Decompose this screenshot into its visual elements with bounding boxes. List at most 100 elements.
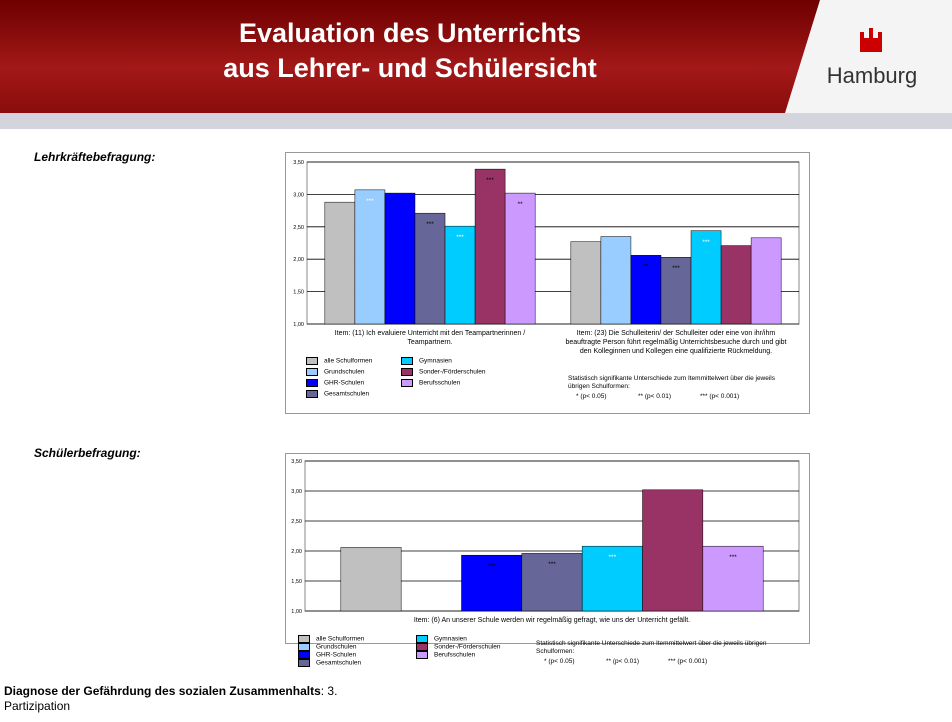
significance-key: ** (p< 0.01) — [638, 393, 672, 400]
legend-swatch — [306, 390, 318, 398]
significance-label: *** — [487, 563, 496, 571]
legend-swatch — [306, 368, 318, 376]
bar — [720, 245, 752, 325]
title-line: Evaluation des Unterrichts — [238, 18, 582, 48]
bar — [354, 189, 386, 325]
bar — [642, 489, 704, 612]
legend-label: Grundschulen — [324, 368, 365, 376]
chart: 1,00 1,50 2,00 2,50 3,00 3,50 *** *** *** *** Item… — [285, 453, 810, 667]
significance-label: *** — [366, 197, 374, 205]
significance-label: *** — [426, 221, 434, 229]
significance-key: *** (p< 0.001) — [668, 658, 708, 665]
significance-note: Statistisch signifikante Unterschiede zu… — [536, 640, 767, 655]
legend-label: Gymnasien — [419, 357, 452, 365]
x-category-label: Item: (6) An unserer Schule werden wir r… — [413, 617, 691, 624]
y-tick-label: 1,00 — [291, 609, 302, 615]
significance-key: ** (p< 0.01) — [606, 658, 640, 665]
significance-label: *** — [608, 554, 617, 562]
bar — [504, 192, 536, 325]
legend-swatch — [306, 357, 318, 365]
y-tick-label: 3,00 — [293, 192, 304, 198]
significance-key: * (p< 0.05) — [576, 393, 607, 400]
y-tick-label: 1,50 — [291, 579, 302, 585]
legend-item: Sonder-/Förderschulen — [401, 368, 485, 376]
bar — [570, 241, 602, 325]
legend-label: Sonder-/Förderschulen — [419, 368, 486, 376]
legend-label: alle Schulformen — [316, 635, 365, 643]
x-category-label: Item: (11) Ich evaluiere Unterricht mit … — [334, 330, 526, 346]
legend-label: Grundschulen — [316, 643, 357, 651]
significance-label: *** — [486, 177, 494, 185]
legend-swatch — [416, 651, 428, 659]
bar — [521, 553, 583, 612]
significance-key: *** (p< 0.001) — [700, 393, 740, 400]
header-strip — [0, 113, 952, 129]
legend-item: Gymnasien — [416, 635, 467, 643]
title-line: aus Lehrer- und Schülersicht — [223, 53, 597, 83]
legend-item: alle Schulformen — [298, 635, 364, 643]
y-tick-label: 3,50 — [293, 160, 304, 166]
y-tick-label: 1,00 — [293, 322, 304, 328]
legend-swatch — [298, 635, 310, 643]
significance-label: ** — [517, 201, 523, 209]
y-tick-label: 3,50 — [291, 459, 302, 465]
legend-item: Gesamtschulen — [306, 390, 369, 398]
legend-item: Berufsschulen — [401, 379, 460, 387]
legend-item: Berufsschulen — [416, 651, 475, 659]
logo-area: Hamburg — [785, 0, 952, 113]
significance-label: *** — [702, 238, 710, 246]
legend-swatch — [401, 379, 413, 387]
significance-label: *** — [729, 554, 737, 562]
legend-label: GHR-Schulen — [324, 379, 365, 387]
bar — [690, 230, 722, 325]
legend-label: Berufsschulen — [434, 651, 476, 659]
y-tick-label: 3,00 — [291, 489, 302, 495]
significance-label: *** — [548, 561, 556, 569]
bar — [414, 212, 446, 325]
legend-item: alle Schulformen — [306, 357, 372, 365]
y-tick-label: 2,00 — [293, 257, 304, 263]
legend-swatch — [298, 643, 310, 651]
bar — [630, 255, 662, 325]
logo-text: Hamburg — [827, 63, 917, 88]
legend-swatch — [401, 368, 413, 376]
legend-swatch — [298, 651, 310, 659]
legend-label: alle Schulformen — [324, 357, 373, 365]
significance-key: * (p< 0.05) — [544, 658, 575, 665]
logo-panel — [785, 0, 952, 113]
significance-label: *** — [672, 265, 680, 273]
legend-item: Grundschulen — [298, 643, 356, 651]
chart-svg: 1,00 1,50 2,00 2,50 3,00 3,50 — [293, 160, 800, 328]
y-tick-label: 2,00 — [291, 549, 302, 555]
bar — [702, 545, 764, 612]
legend-label: GHR-Schulen — [316, 651, 357, 659]
bar — [340, 547, 402, 612]
bar — [581, 545, 643, 612]
y-tick-label: 1,50 — [293, 290, 304, 296]
legend-label: Sonder-/Förderschulen — [434, 643, 501, 651]
bar — [324, 201, 356, 325]
section-label: Lehrkräftebefragung: — [34, 150, 156, 164]
legend-label: Gesamtschulen — [316, 659, 362, 667]
logo-icon — [860, 28, 882, 52]
legend-item: Grundschulen — [306, 368, 364, 376]
legend-label: Gymnasien — [434, 635, 467, 643]
legend-swatch — [416, 643, 428, 651]
significance-label: ** — [643, 263, 649, 271]
legend-item: Gymnasien — [401, 357, 452, 365]
bar — [660, 257, 692, 325]
legend-item: GHR-Schulen — [306, 379, 364, 387]
bar — [600, 236, 632, 325]
legend-label: Berufsschulen — [419, 379, 461, 387]
footer: Diagnose der Gefährdung des sozialen Zus… — [4, 684, 344, 714]
bar — [384, 192, 416, 325]
significance-label: *** — [456, 234, 464, 242]
section-label: Schülerbefragung: — [34, 446, 141, 460]
legend-item: Sonder-/Förderschulen — [416, 643, 500, 651]
legend-swatch — [416, 635, 428, 643]
footer-text: : 3. Partizipation — [4, 684, 338, 713]
footer-bold: Diagnose der Gefährdung des sozialen Zus… — [4, 684, 321, 698]
bar — [750, 237, 782, 325]
bar — [474, 168, 506, 325]
